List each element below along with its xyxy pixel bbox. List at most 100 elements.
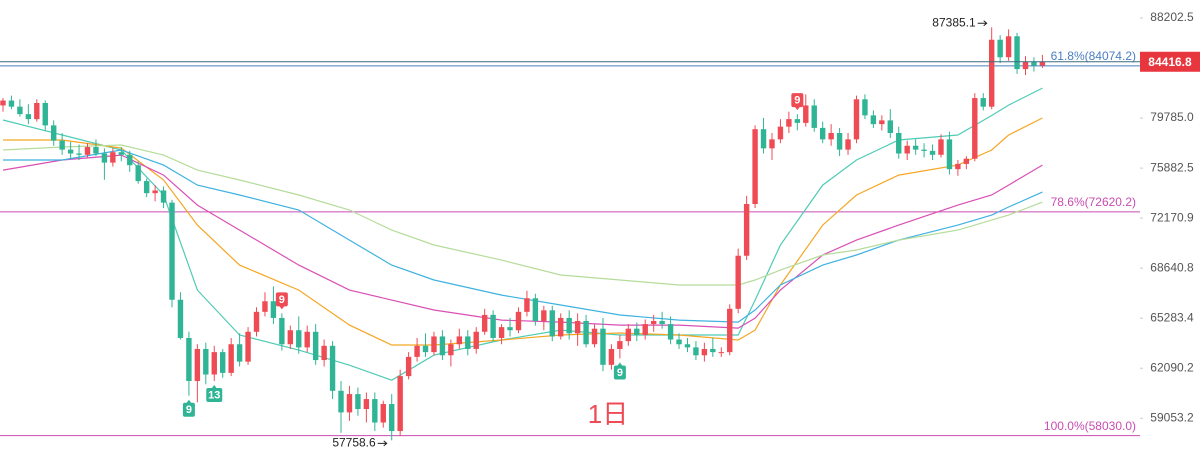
td-marker <box>791 93 804 108</box>
td-marker-label: 9 <box>279 294 285 306</box>
candle-body <box>194 348 201 381</box>
candle-body <box>245 331 251 362</box>
candle-body <box>946 139 953 170</box>
candle-body <box>127 154 133 166</box>
td-marker-label: 9 <box>617 367 623 379</box>
candle-body <box>684 344 691 348</box>
candle-body <box>135 165 141 182</box>
td-marker <box>613 365 626 380</box>
candle-body <box>912 145 919 150</box>
candle-body <box>642 324 648 335</box>
candle-body <box>439 336 446 356</box>
candle-body <box>558 317 564 337</box>
candle-body <box>667 324 674 340</box>
candle-body <box>34 102 40 120</box>
candle-body <box>727 308 733 353</box>
candle-body <box>211 352 217 375</box>
candle-body <box>355 394 361 410</box>
candle-body <box>549 310 555 337</box>
y-tick-label: 72170.9 <box>1150 210 1194 224</box>
extreme-label: 87385.1 <box>932 15 976 29</box>
candle-body <box>346 394 353 413</box>
candle-body <box>659 320 665 325</box>
candle-body <box>853 99 860 140</box>
candle-body <box>93 147 99 154</box>
candle-body <box>650 320 657 325</box>
candle-body <box>929 150 936 155</box>
candle-body <box>515 311 522 331</box>
candle-body <box>59 140 65 150</box>
candle-body <box>836 132 843 150</box>
extreme-label: 57758.6 <box>332 436 376 450</box>
candle-body <box>414 345 420 357</box>
candle-body <box>380 404 386 423</box>
candle-body <box>312 331 319 361</box>
candle-body <box>896 132 902 154</box>
candle-body <box>904 145 910 154</box>
candle-body <box>405 356 412 377</box>
candle-body <box>262 301 268 312</box>
candle-body <box>236 344 243 362</box>
ma-line <box>3 117 1043 346</box>
level-label: 78.6%(72620.2) <box>1051 195 1136 209</box>
candle-body <box>634 328 640 335</box>
candle-body <box>0 100 6 106</box>
candle-body <box>710 348 716 353</box>
ma-line <box>3 149 1043 323</box>
candle-body <box>735 255 741 309</box>
candle-body <box>988 39 995 107</box>
candle-body <box>1039 61 1046 66</box>
candle-body <box>456 336 463 345</box>
candle-body <box>617 341 623 349</box>
candle-body <box>160 190 167 203</box>
candle-body <box>270 301 277 318</box>
candle-body <box>465 336 471 349</box>
candle-body <box>803 105 809 123</box>
candle-body <box>574 320 581 334</box>
candle-body <box>143 181 150 194</box>
candle-body <box>363 399 370 410</box>
candle-body <box>110 152 116 163</box>
candle-body <box>1031 61 1037 66</box>
candle-body <box>997 39 1003 58</box>
candle-body <box>296 330 302 348</box>
candle-body <box>541 310 547 321</box>
candle-body <box>8 100 15 107</box>
candle-body <box>828 132 834 140</box>
candle-body <box>760 129 767 149</box>
candle-body <box>743 203 750 256</box>
candle-body <box>490 314 496 338</box>
candle-body <box>101 153 108 163</box>
level-label: 100.0%(58030.0) <box>1044 419 1136 433</box>
candle-body <box>422 345 429 353</box>
candle-body <box>169 202 175 300</box>
candle-body <box>329 345 336 391</box>
candle-body <box>42 102 48 126</box>
level-label: 61.8%(84074.2) <box>1051 49 1136 63</box>
ma-line <box>2 144 1043 286</box>
candle-body <box>1005 36 1012 58</box>
y-tick-label: 62090.2 <box>1150 360 1194 374</box>
candle-body <box>279 317 285 345</box>
candle-body <box>879 120 885 125</box>
candle-body <box>507 327 513 331</box>
candle-body <box>676 339 682 345</box>
y-tick-label: 79785.0 <box>1150 110 1194 124</box>
candle-body <box>701 348 708 356</box>
candle-body <box>845 139 851 150</box>
candle-body <box>287 330 294 345</box>
td-marker-label: 13 <box>208 389 220 401</box>
candle-body <box>51 125 57 141</box>
candle-body <box>887 120 893 133</box>
y-tick-label: 59053.2 <box>1150 410 1194 424</box>
td-marker-label: 9 <box>186 404 192 416</box>
td-marker-label: 9 <box>794 95 800 107</box>
candle-body <box>963 158 970 164</box>
candle-body <box>338 390 344 413</box>
candle-body <box>921 149 927 151</box>
price-tag <box>1140 51 1200 72</box>
y-tick-label: 68640.8 <box>1150 260 1194 274</box>
